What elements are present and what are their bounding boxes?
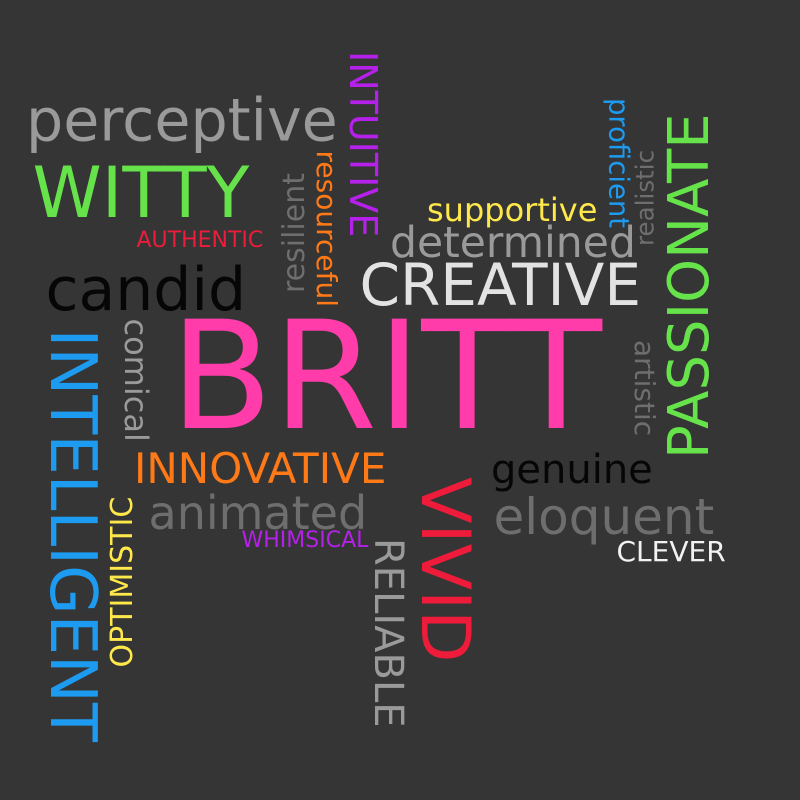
word-proficient: proficient [602,98,635,229]
word-supportive: supportive [427,191,598,229]
word-clever: CLEVER [616,535,726,568]
word-passionate: PASSIONATE [657,113,722,459]
word-optimistic: OPTIMISTIC [105,496,140,668]
word-realistic: realistic [630,149,660,246]
word-determined: determined [390,219,636,268]
word-comical: comical [117,318,155,442]
word-perceptive: perceptive [26,86,338,155]
word-animated: animated [148,486,368,540]
word-authentic: AUTHENTIC [136,228,264,253]
word-resourceful: resourceful [310,150,343,308]
word-witty: WITTY [32,152,250,234]
word-intelligent: INTELLIGENT [35,328,109,742]
word-vivid: VIVID [405,477,484,663]
word-artistic: artistic [628,340,661,437]
word-whimsical: WHIMSICAL [241,528,369,553]
word-resilient: resilient [277,173,312,293]
word-innovative: INNOVATIVE [134,444,387,493]
word-reliable: RELIABLE [365,538,411,728]
word-britt: BRITT [170,290,602,464]
word-eloquent: eloquent [493,488,715,546]
word-intuitive: INTUITIVE [341,51,385,238]
word-genuine: genuine [491,447,653,493]
word-creative: CREATIVE [359,251,641,319]
word-candid: candid [45,255,247,325]
